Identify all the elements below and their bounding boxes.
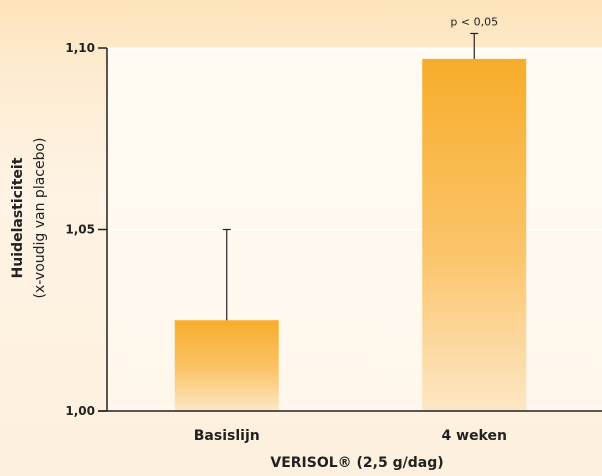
x-tick-label: Basislijn [194, 428, 260, 444]
significance-annotation: p < 0,05 [450, 15, 498, 28]
y-ticks: 1,00 1,05 1,10 [65, 41, 107, 418]
y-axis-sublabel: (x-voudig van placebo) [32, 137, 48, 298]
x-tick-labels: Basislijn 4 weken [194, 428, 507, 444]
y-tick-label: 1,05 [65, 223, 95, 237]
bar [422, 58, 527, 411]
bar [174, 320, 279, 411]
gridlines [107, 47, 602, 231]
y-tick-label: 1,10 [65, 41, 95, 55]
x-tick-label: 4 weken [442, 428, 507, 444]
y-tick-label: 1,00 [65, 404, 95, 418]
bars [174, 32, 527, 411]
y-axis-label: Huidelasticiteit [10, 157, 26, 278]
x-axis-label: VERISOL® (2,5 g/dag) [270, 455, 443, 471]
